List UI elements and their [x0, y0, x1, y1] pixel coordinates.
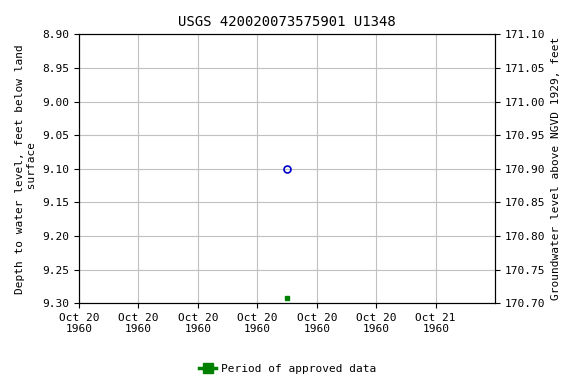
Title: USGS 420020073575901 U1348: USGS 420020073575901 U1348: [178, 15, 396, 29]
Legend: Period of approved data: Period of approved data: [195, 359, 381, 379]
Y-axis label: Groundwater level above NGVD 1929, feet: Groundwater level above NGVD 1929, feet: [551, 37, 561, 300]
Y-axis label: Depth to water level, feet below land
 surface: Depth to water level, feet below land su…: [15, 44, 37, 294]
